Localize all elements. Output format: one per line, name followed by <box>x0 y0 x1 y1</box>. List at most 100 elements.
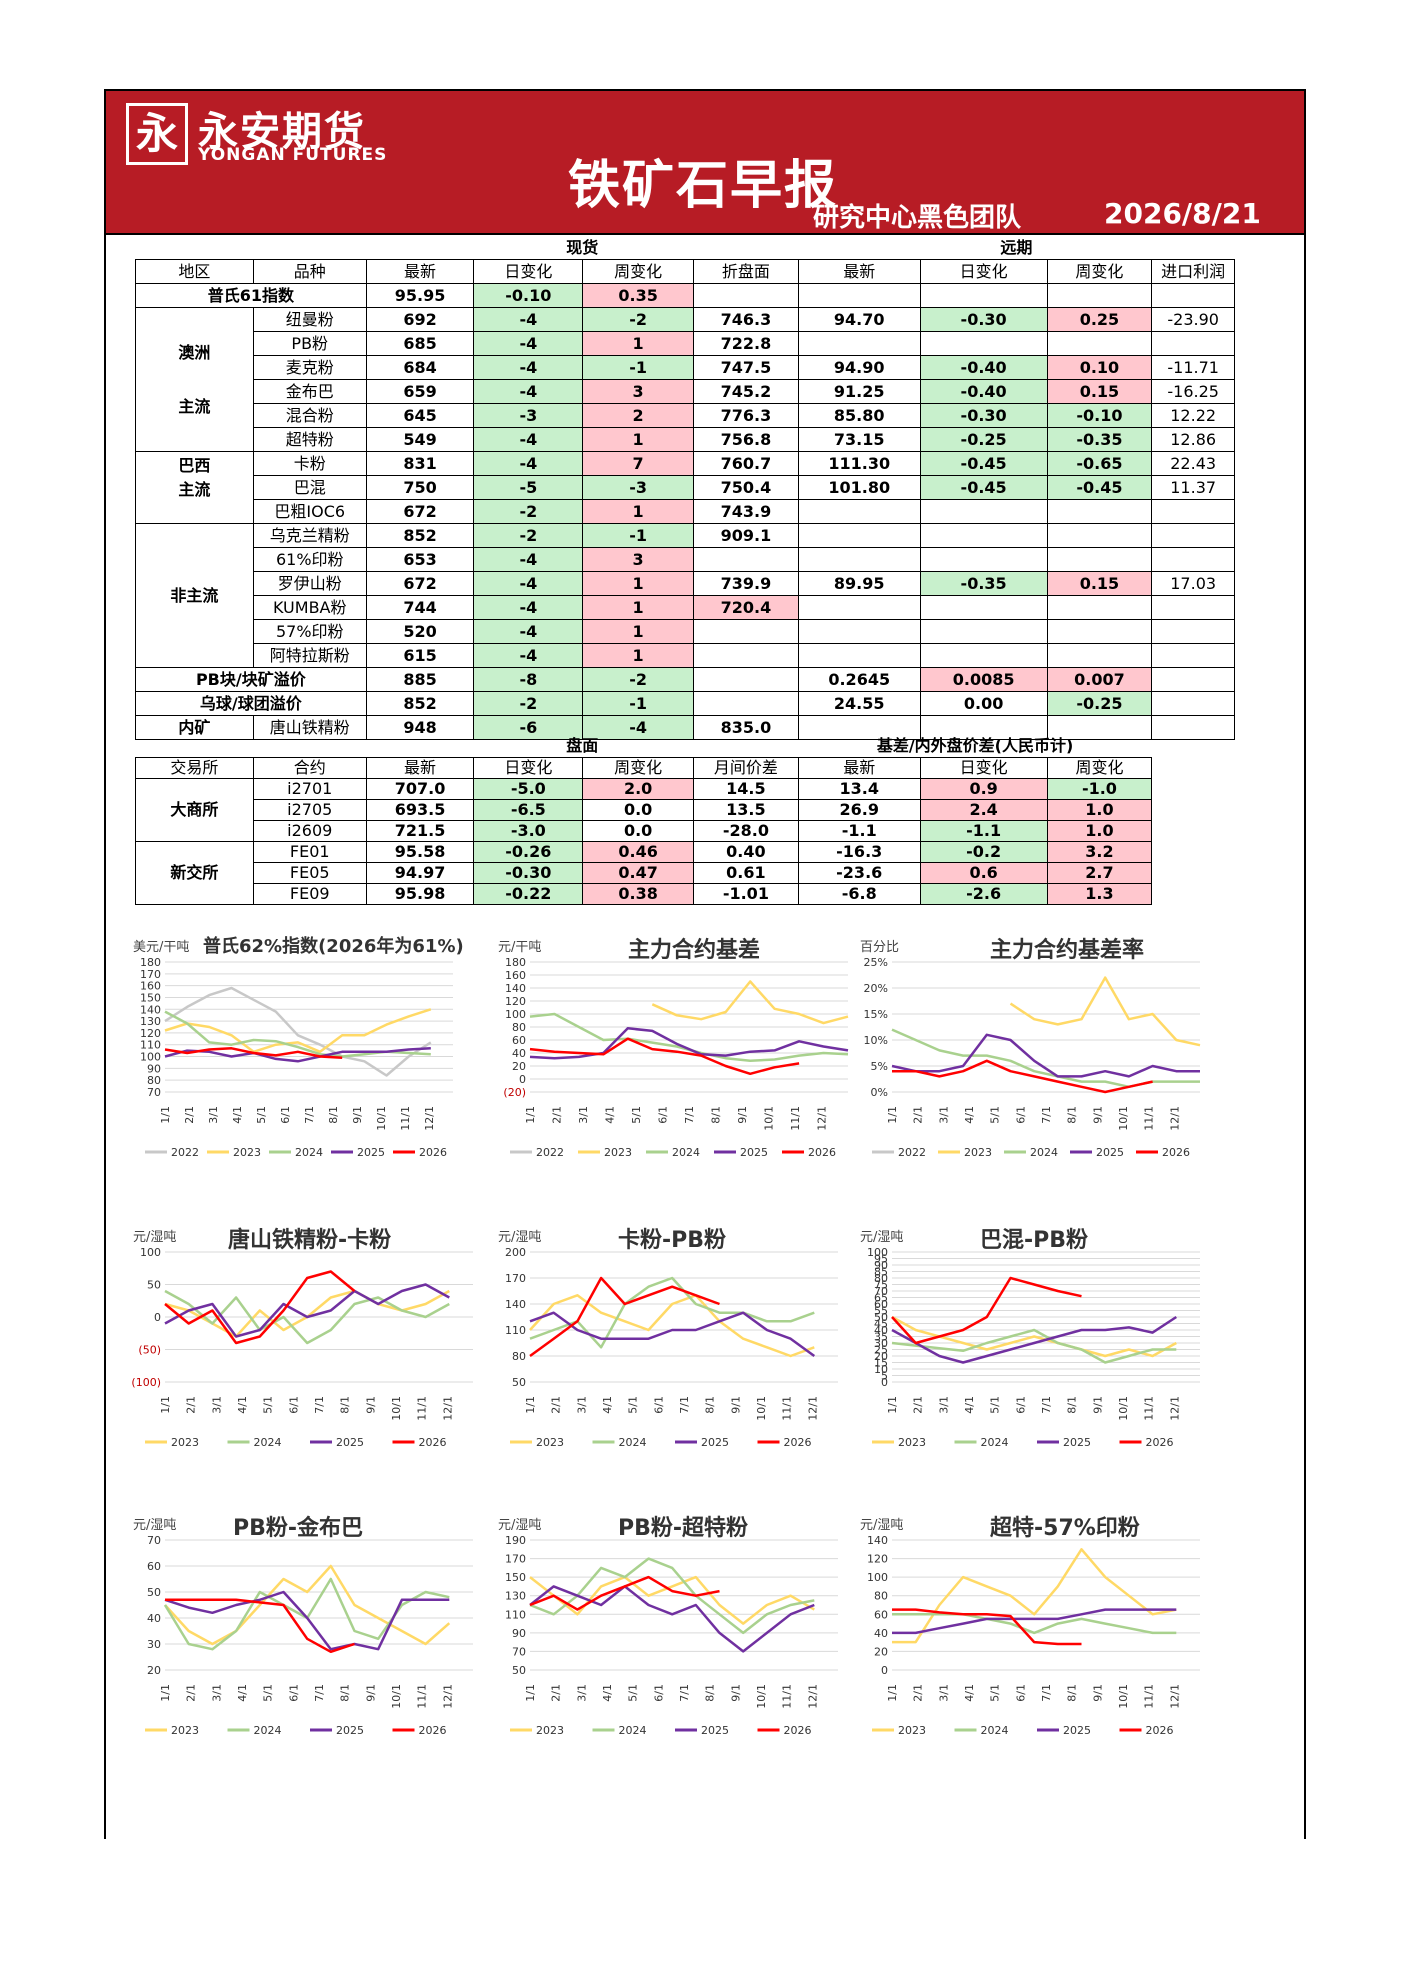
chart-title: PB粉-金布巴 <box>233 1516 364 1541</box>
table-cell: 721.5 <box>365 820 475 842</box>
x-tick-label: 11/1 <box>1143 1684 1156 1709</box>
table-cell: PB粉 <box>252 331 367 356</box>
table-cell: 1 <box>582 427 695 452</box>
legend-label: 2023 <box>604 1146 632 1159</box>
x-tick-label: 1/1 <box>886 1684 899 1702</box>
report-header: 永 永安期货 YONGAN FUTURES 铁矿石早报 研究中心黑色团队 202… <box>106 91 1304 235</box>
y-tick-label: 5% <box>871 1060 888 1073</box>
table-cell: 22.43 <box>1151 451 1235 476</box>
x-tick-label: 6/1 <box>652 1684 665 1702</box>
x-tick-label: 1/1 <box>159 1396 172 1414</box>
x-tick-label: 9/1 <box>1091 1396 1104 1414</box>
chart-title: 普氏62%指数(2026年为61%) <box>203 936 464 957</box>
table-cell: i2701 <box>252 778 367 800</box>
legend-label: 2024 <box>254 1436 282 1449</box>
table-cell: 超特粉 <box>252 427 367 452</box>
x-tick-label: 12/1 <box>441 1396 454 1421</box>
x-tick-label: 10/1 <box>390 1684 403 1709</box>
x-tick-label: 10/1 <box>375 1106 388 1131</box>
region-cell: 澳洲 主流 <box>135 307 254 452</box>
table-cell: FE01 <box>252 841 367 863</box>
region-label: 巴西 <box>178 455 211 475</box>
chart-title: 主力合约基差率 <box>990 938 1145 963</box>
table-cell: 1 <box>582 619 695 644</box>
table-cell: 1.3 <box>1046 883 1153 905</box>
table-cell: 111.30 <box>797 451 921 476</box>
table-cell <box>1151 499 1235 524</box>
x-tick-label: 3/1 <box>575 1396 588 1414</box>
table-cell: -3 <box>582 475 695 500</box>
table-cell: -6.8 <box>797 883 921 905</box>
table-cell: -0.45 <box>1046 475 1153 500</box>
column-header: 合约 <box>252 757 367 779</box>
legend-label: 2023 <box>898 1724 926 1737</box>
table-cell <box>797 619 921 644</box>
table-cell: -1 <box>582 691 695 716</box>
y-tick-label: 50 <box>512 1664 526 1677</box>
y-tick-label: 30 <box>147 1638 161 1651</box>
y-tick-label: 0 <box>519 1073 526 1086</box>
table-cell: 707.0 <box>365 778 475 800</box>
y-tick-label: 0% <box>871 1086 888 1099</box>
column-header: 交易所 <box>135 757 254 779</box>
chart-unit: 元/湿吨 <box>860 1230 904 1245</box>
table-cell: 747.5 <box>693 355 799 380</box>
table-cell: 653 <box>365 547 475 572</box>
y-tick-label: 100 <box>505 1008 526 1021</box>
y-tick-label: 100 <box>140 1051 161 1064</box>
table-row: i2609 721.5 -3.0 0.0 -28.0 -1.1 -1.1 1.0 <box>136 820 1235 842</box>
table-row: KUMBA粉 744 -4 1 720.4 <box>136 595 1235 620</box>
table-cell: 520 <box>365 619 475 644</box>
y-tick-label: 40 <box>512 1047 526 1060</box>
table-row: FE05 94.97 -0.30 0.47 0.61 -23.6 0.6 2.7 <box>136 862 1235 884</box>
table-cell: 1.0 <box>1046 799 1153 821</box>
y-tick-label: 40 <box>874 1324 888 1337</box>
table-cell: -4 <box>473 451 584 476</box>
y-tick-label: 180 <box>505 956 526 969</box>
x-tick-label: 2/1 <box>912 1396 925 1414</box>
x-tick-label: 3/1 <box>937 1396 950 1414</box>
legend-label: 2023 <box>536 1724 564 1737</box>
x-tick-label: 9/1 <box>351 1106 364 1124</box>
x-tick-label: 6/1 <box>1014 1684 1027 1702</box>
x-tick-label: 10/1 <box>1117 1106 1130 1131</box>
y-tick-label: 55 <box>874 1305 888 1318</box>
table-row: 巴西 主流 卡粉 831 -4 7 760.7 111.30 -0.45 -0.65 22.43 <box>135 451 1235 524</box>
series-line-2025 <box>529 1311 816 1358</box>
table-cell: -11.71 <box>1151 355 1235 380</box>
x-tick-label: 12/1 <box>806 1684 819 1709</box>
table-cell <box>1152 800 1235 821</box>
table-cell: -1 <box>582 355 695 380</box>
table-cell <box>1151 643 1235 668</box>
x-tick-label: 11/1 <box>416 1396 429 1421</box>
column-header: 日变化 <box>473 259 584 284</box>
chart-svg: 140 120 100 80 60 40 20 0 1/1 2/1 3/1 4/1 5/1 6/1 7/1 8… <box>867 1534 1200 1737</box>
chart-svg: 1009590858075706560555045403530252015105… <box>867 1246 1200 1449</box>
table-cell: 745.2 <box>693 379 799 404</box>
table-cell: 3.2 <box>1046 841 1153 863</box>
table-cell <box>797 643 921 668</box>
x-tick-label: 8/1 <box>1066 1106 1079 1124</box>
table-cell: 2.7 <box>1046 862 1153 884</box>
table-cell: 罗伊山粉 <box>252 571 367 596</box>
x-tick-label: 5/1 <box>627 1396 640 1414</box>
y-tick-label: 95 <box>874 1253 888 1266</box>
table-cell: 1 <box>582 595 695 620</box>
index-week-change: 0.35 <box>582 283 695 308</box>
table-row: 巴粗IOC6 672 -2 1 743.9 <box>136 499 1235 524</box>
series-line-2022 <box>164 986 432 1077</box>
column-header: 地区 <box>135 259 254 284</box>
y-tick-label: 40 <box>874 1627 888 1640</box>
column-header: 日变化 <box>473 757 584 779</box>
x-tick-label: 8/1 <box>704 1396 717 1414</box>
x-tick-label: 3/1 <box>210 1396 223 1414</box>
chart-svg: 190 170 150 130 110 90 70 50 1/1 2/1 3/1 4/1 5/1 6/1 7… <box>505 1534 838 1737</box>
legend-label: 2024 <box>981 1436 1009 1449</box>
table-cell: 720.4 <box>693 595 799 620</box>
table-cell <box>693 643 799 668</box>
column-header: 最新 <box>797 259 921 284</box>
table-cell: 26.9 <box>797 799 921 821</box>
y-tick-label: 150 <box>140 991 161 1004</box>
series-line-2026 <box>891 1276 1082 1345</box>
